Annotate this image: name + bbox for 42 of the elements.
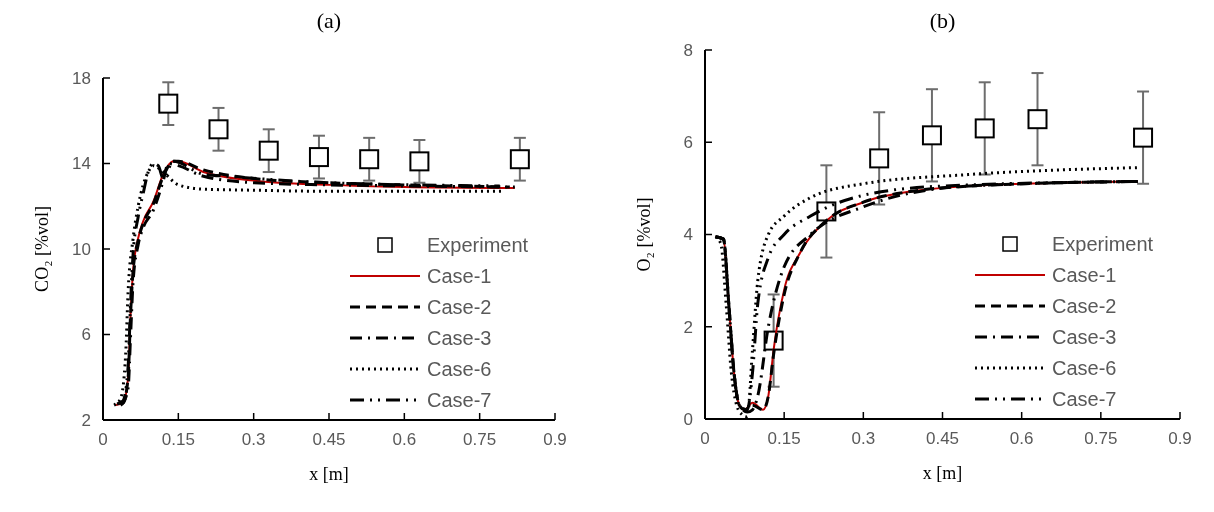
x-tick-label: 0.9 [543,430,567,449]
y-axis-title: CO₂ [%vol] [32,206,52,292]
chart-title: (b) [929,8,956,33]
x-tick-label: 0.45 [925,429,960,448]
x-tick-label: 0.6 [1009,429,1034,448]
legend-label: Case-6 [427,358,492,380]
x-tick-label: 0.75 [1084,429,1118,448]
x-tick-label: 0.9 [1168,429,1192,448]
y-tick-label: 2 [683,317,693,337]
y-tick-label: 14 [72,154,91,174]
x-tick-label: 0.15 [767,429,801,448]
x-tick-label: 0.15 [161,430,195,449]
y-tick-label: 2 [81,410,91,430]
y-tick-label: 8 [683,40,693,60]
x-axis-title: x [m] [922,463,963,483]
y-tick-label: 0 [683,409,693,429]
x-tick-label: 0.3 [851,429,876,448]
y-tick-label: 10 [72,239,91,259]
legend-label: Case-2 [1052,295,1117,317]
y-tick-label: 4 [683,225,693,245]
legend-label: Case-3 [1052,326,1117,348]
legend-label: Case-6 [1052,357,1117,379]
y-tick-label: 6 [81,325,91,345]
legend-label: Case-7 [427,389,492,411]
legend-label: Experiment [427,234,529,256]
x-tick-label: 0.75 [463,430,497,449]
legend-label: Case-3 [427,327,492,349]
x-tick-label: 0.6 [392,430,417,449]
x-axis-title: x [m] [309,464,349,484]
legend-label: Case-7 [1052,388,1117,410]
y-axis-title: O₂ [%vol] [634,197,654,272]
x-tick-label: 0.45 [312,430,346,449]
x-tick-label: 0.3 [241,430,266,449]
legend-label: Case-2 [427,296,492,318]
y-tick-label: 6 [683,133,693,153]
legend-label: Case-1 [427,265,492,287]
legend-label: Case-1 [1052,264,1117,286]
x-tick-label: 0 [700,429,710,448]
x-tick-label: 0 [98,430,108,449]
chart-title: (a) [316,8,342,33]
legend-label: Experiment [1052,233,1154,255]
y-tick-label: 18 [72,68,91,88]
